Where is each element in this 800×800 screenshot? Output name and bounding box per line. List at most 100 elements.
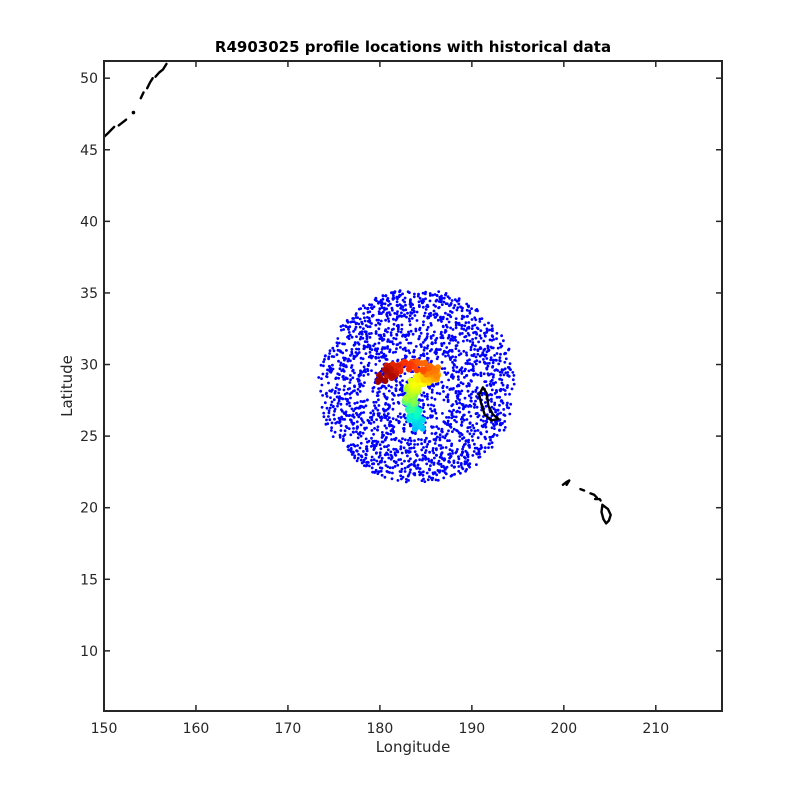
historical-point: [442, 398, 446, 402]
historical-point: [376, 408, 380, 412]
historical-point: [412, 310, 416, 314]
historical-point: [359, 434, 363, 438]
historical-point: [399, 474, 403, 478]
historical-point: [385, 451, 388, 455]
historical-point: [444, 329, 448, 333]
historical-point: [433, 432, 437, 436]
historical-point: [383, 394, 387, 398]
historical-point: [470, 435, 474, 438]
historical-point: [476, 349, 480, 352]
historical-point: [367, 316, 371, 320]
historical-point: [366, 369, 370, 373]
historical-point: [454, 347, 458, 350]
historical-point: [378, 416, 382, 419]
historical-point: [474, 309, 478, 312]
historical-point: [322, 411, 326, 415]
historical-point: [383, 424, 387, 428]
historical-point: [484, 419, 488, 423]
profile-point: [419, 416, 426, 424]
historical-point: [462, 436, 466, 439]
historical-point: [454, 391, 458, 395]
historical-point: [335, 395, 339, 399]
historical-point: [471, 365, 475, 368]
historical-point: [378, 307, 382, 311]
historical-point: [479, 329, 483, 332]
historical-point: [430, 432, 434, 435]
historical-point: [385, 307, 388, 311]
historical-point: [359, 361, 363, 365]
historical-point: [321, 372, 325, 376]
historical-point: [370, 458, 373, 462]
historical-point: [381, 294, 385, 297]
historical-point: [396, 327, 400, 331]
historical-point: [393, 290, 397, 293]
historical-point: [339, 402, 343, 406]
historical-point: [396, 400, 400, 404]
historical-point: [509, 402, 513, 406]
historical-point: [355, 420, 359, 424]
historical-point: [404, 334, 407, 338]
historical-point: [336, 404, 339, 408]
historical-point: [433, 293, 437, 296]
historical-point: [457, 465, 461, 468]
historical-point: [362, 327, 365, 330]
historical-point: [495, 337, 498, 341]
historical-point: [356, 387, 360, 391]
historical-point: [377, 300, 381, 304]
historical-point: [467, 440, 470, 444]
historical-point: [399, 393, 403, 396]
historical-point: [498, 429, 501, 432]
profile-point: [383, 368, 391, 375]
historical-point: [393, 311, 397, 315]
historical-point: [375, 318, 379, 322]
historical-point: [336, 372, 340, 376]
historical-point: [485, 329, 489, 333]
historical-point: [404, 308, 408, 312]
historical-point: [353, 402, 357, 405]
historical-point: [335, 353, 339, 357]
historical-point: [422, 314, 426, 318]
historical-point: [338, 367, 342, 371]
historical-point: [408, 422, 412, 426]
historical-point: [465, 374, 468, 378]
historical-point: [476, 373, 479, 377]
historical-point: [507, 348, 510, 352]
historical-point: [443, 457, 446, 460]
historical-point: [461, 447, 464, 451]
historical-point: [322, 364, 325, 368]
historical-point: [395, 383, 398, 387]
historical-point: [485, 357, 489, 360]
historical-point: [424, 297, 427, 301]
historical-point: [449, 425, 453, 429]
historical-point: [455, 365, 459, 369]
historical-point: [351, 368, 355, 372]
historical-point: [474, 344, 477, 348]
historical-point: [374, 356, 378, 359]
historical-point: [457, 297, 461, 300]
historical-point: [392, 317, 395, 321]
historical-point: [401, 379, 404, 382]
x-tick-label: 210: [642, 721, 669, 737]
historical-point: [379, 469, 383, 473]
historical-point: [503, 426, 507, 429]
historical-point: [332, 398, 336, 402]
historical-point: [352, 330, 355, 333]
historical-point: [387, 389, 391, 393]
historical-point: [435, 312, 439, 316]
historical-point: [323, 401, 327, 405]
historical-point: [446, 393, 450, 397]
historical-point: [365, 340, 369, 344]
historical-point: [468, 362, 472, 365]
historical-point: [421, 291, 425, 295]
historical-point: [348, 414, 352, 417]
historical-point: [425, 445, 429, 449]
profile-point: [395, 362, 402, 369]
historical-point: [406, 454, 409, 458]
historical-point: [434, 478, 438, 482]
historical-point: [361, 336, 365, 340]
historical-point: [334, 386, 338, 390]
historical-point: [343, 392, 347, 396]
historical-point: [466, 455, 470, 459]
historical-point: [328, 365, 331, 368]
historical-point: [386, 345, 389, 348]
